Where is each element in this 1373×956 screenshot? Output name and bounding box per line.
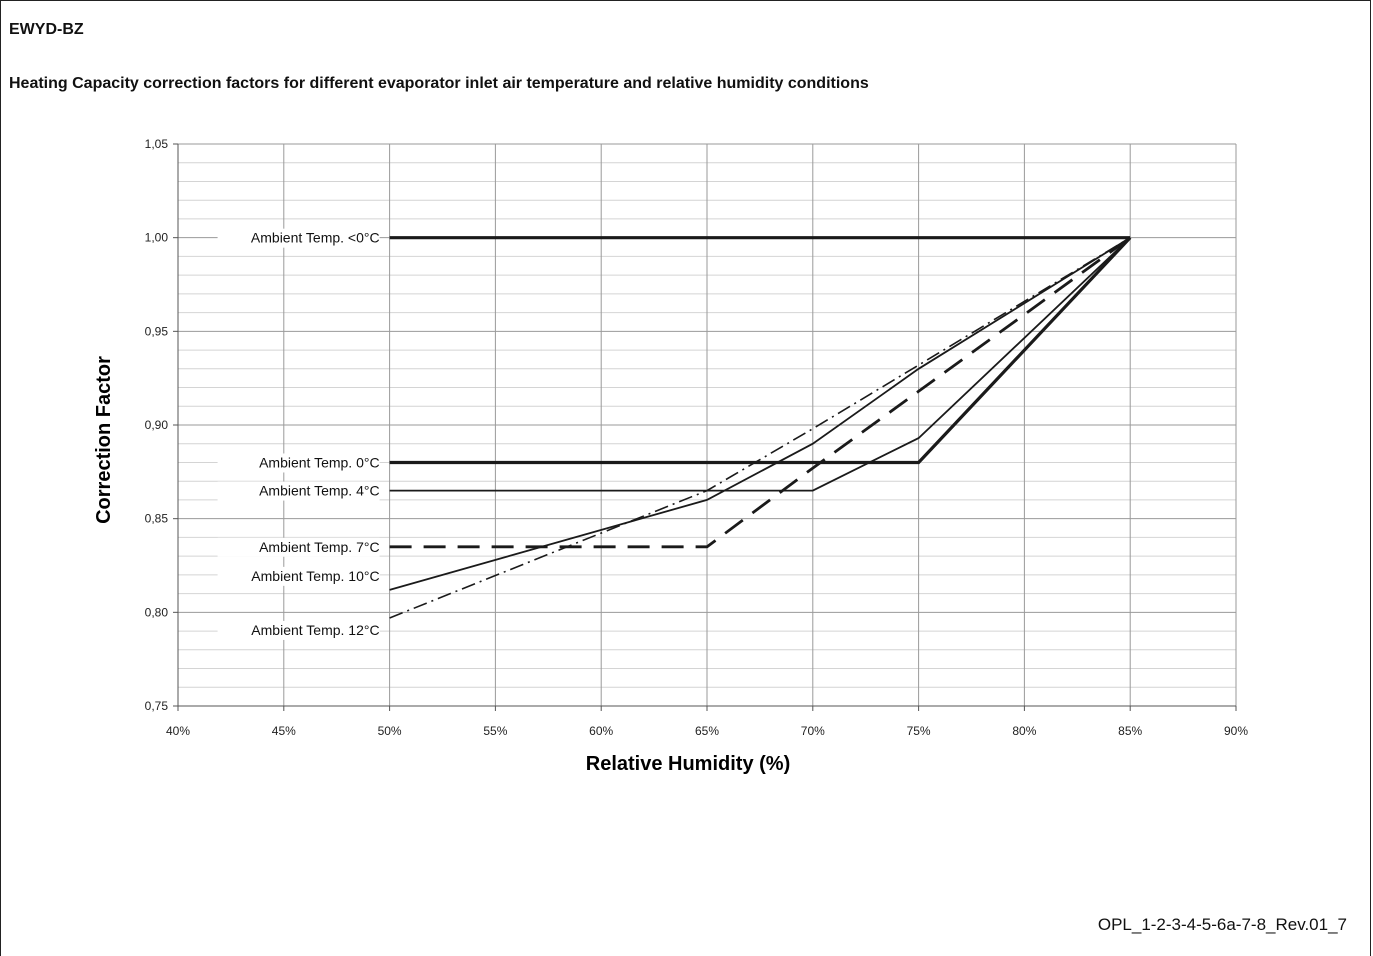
series-line [389,237,1131,619]
x-tick-label: 45% [272,724,296,738]
series-label: Ambient Temp. 12°C [251,622,379,638]
axes [173,143,1237,711]
document-reference: OPL_1-2-3-4-5-6a-7-8_Rev.01_7 [1097,915,1347,934]
y-tick-label: 0,85 [145,512,169,526]
x-tick-label: 40% [166,724,190,738]
series-label: Ambient Temp. <0°C [251,230,380,246]
figure-heading: Heating Capacity correction factors for … [9,75,869,92]
series-label-background [217,620,380,640]
x-tick-label: 55% [483,724,507,738]
series-label-background [217,453,380,473]
tick-labels: 0,75 0,80 0,85 0,90 0,95 1,00 1,05 40% 45% 50% 55%… [145,137,1249,738]
y-tick-label: 0,75 [145,699,169,713]
series-lines [389,236,1132,619]
y-axis-label: Correction Factor [93,356,115,524]
x-tick-label: 90% [1224,724,1248,738]
series-label-background [217,537,380,557]
series-label: Ambient Temp. 7°C [259,539,380,555]
x-tick-label: 85% [1118,724,1142,738]
series-line [389,236,1132,549]
series-label-background [217,566,380,586]
x-tick-label: 65% [695,724,719,738]
y-tick-label: 1,05 [145,137,169,151]
series-label: Ambient Temp. 0°C [259,454,380,470]
series-line [389,236,1132,465]
series-labels: Ambient Temp. <0°C Ambient Temp. 0°C Ambie… [217,228,380,640]
x-tick-label: 60% [589,724,613,738]
series-label-background [217,228,380,248]
y-tick-label: 0,95 [145,324,169,338]
y-tick-label: 0,90 [145,418,169,432]
series-line [389,237,1131,492]
model-label: EWYD-BZ [9,21,84,38]
series-line [389,236,1131,591]
series-label: Ambient Temp. 10°C [251,568,379,584]
x-tick-label: 50% [378,724,402,738]
y-tick-label: 0,80 [145,605,169,619]
x-tick-label: 70% [801,724,825,738]
x-tick-label: 75% [907,724,931,738]
series-label: Ambient Temp. 4°C [259,483,380,499]
series-label-background [217,481,380,501]
x-tick-label: 80% [1012,724,1036,738]
x-axis-label: Relative Humidity (%) [586,753,790,775]
y-tick-label: 1,00 [145,231,169,245]
